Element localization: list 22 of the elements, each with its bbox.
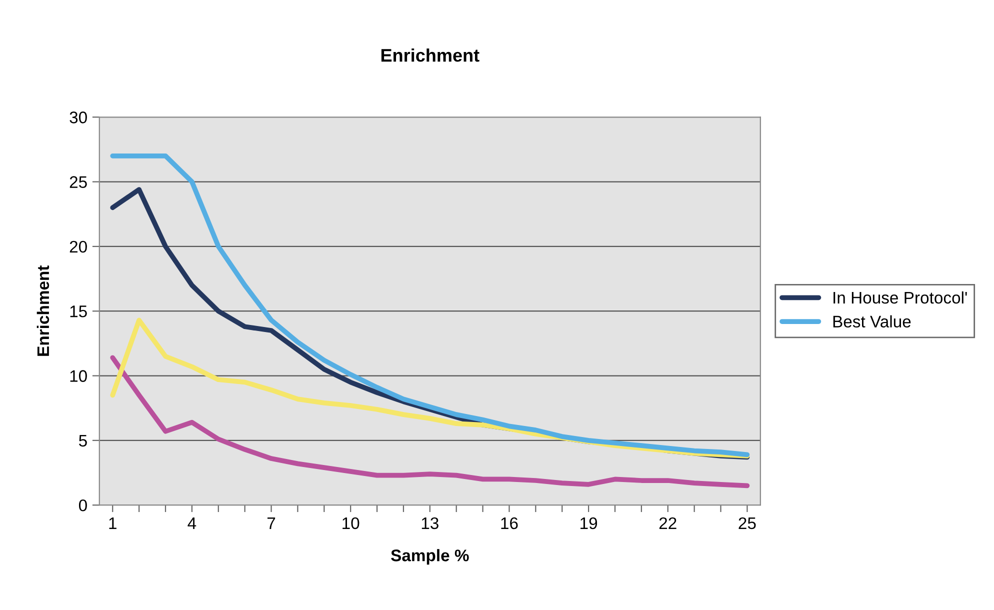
x-axis-title: Sample %: [391, 549, 469, 565]
y-tick-label: 30: [70, 112, 87, 124]
x-tick-label: 7: [267, 518, 276, 529]
x-tick-label: 16: [501, 517, 518, 530]
line-series: [110, 355, 750, 488]
x-tick-label: 4: [188, 518, 196, 529]
x-tick-label: 10: [342, 517, 360, 530]
y-tick-label: 0: [78, 499, 87, 512]
x-tick-label: 22: [659, 517, 676, 529]
legend-label: In House Protocol': [834, 291, 967, 304]
y-tick-label: 25: [70, 176, 87, 188]
legend-label: Best Value: [833, 315, 911, 328]
y-tick-label: 20: [70, 240, 87, 253]
x-tick-label: 13: [422, 517, 438, 530]
y-tick-label: 15: [70, 306, 87, 318]
chart-title: Enrichment: [381, 48, 480, 62]
x-tick-label: 19: [580, 517, 598, 530]
x-tick-label: 25: [738, 517, 756, 530]
y-axis-title: Enrichment: [36, 265, 50, 356]
x-tick-label: 1: [109, 518, 116, 529]
y-tick-label: 10: [70, 370, 87, 382]
y-tick-label: 5: [78, 434, 87, 447]
